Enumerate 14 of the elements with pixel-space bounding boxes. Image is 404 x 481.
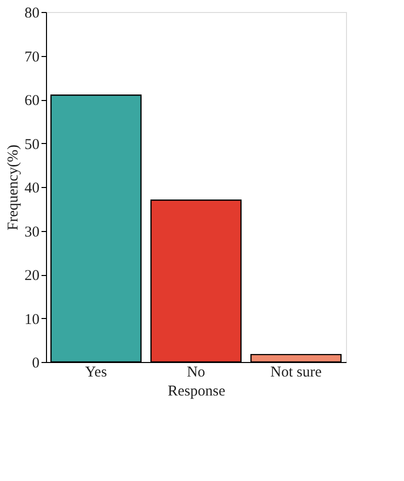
y-tick-label: 30	[24, 224, 40, 240]
x-tick-label: No	[186, 364, 206, 380]
y-tick-label: 0	[32, 356, 40, 372]
y-tick-label: 80	[24, 6, 40, 22]
y-tick-label: 70	[24, 49, 40, 66]
y-tick-label: 50	[24, 136, 40, 153]
y-tick-label: 40	[24, 180, 40, 196]
y-axis-title: Frequency(%)	[6, 144, 22, 230]
y-tick-label: 20	[24, 268, 40, 284]
x-axis-title: Response	[168, 384, 226, 400]
x-tick-label: Yes	[85, 364, 108, 380]
y-tick-label: 60	[24, 93, 40, 109]
y-tick-label: 10	[24, 312, 40, 328]
x-tick-label: Not sure	[270, 364, 322, 380]
